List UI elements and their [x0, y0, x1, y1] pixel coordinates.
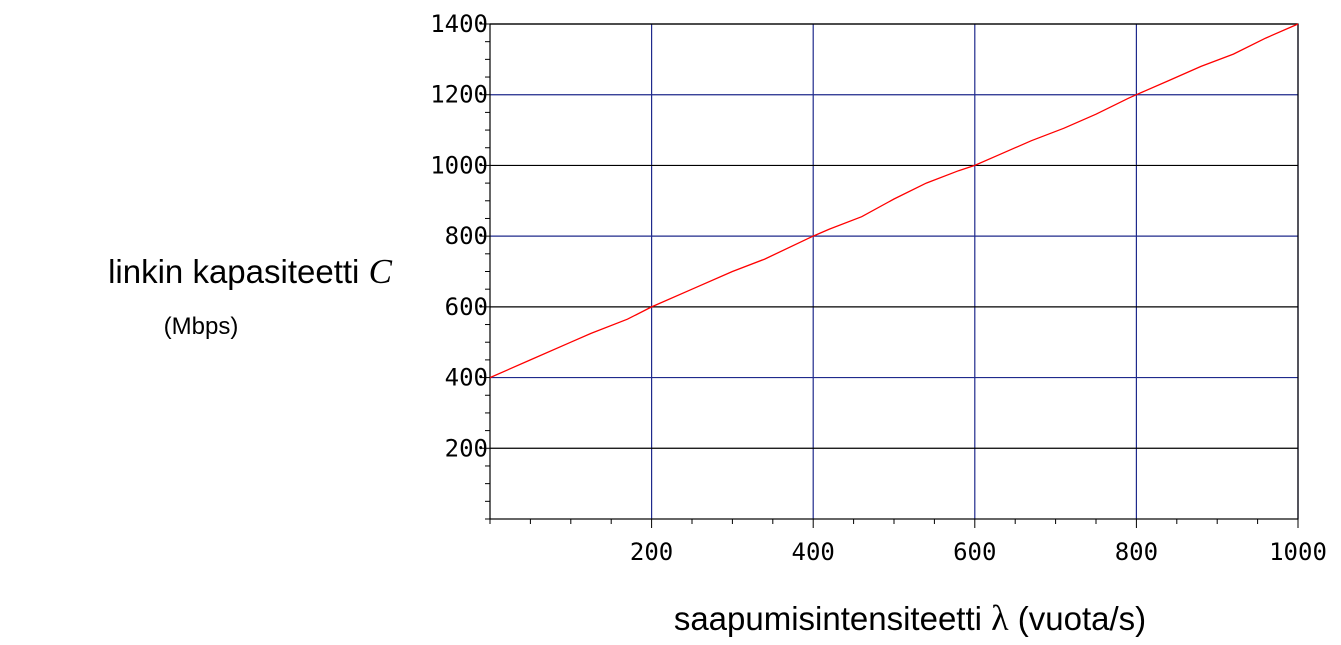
x-tick-label: 1000 [1269, 538, 1327, 566]
y-tick-label: 400 [445, 364, 488, 392]
x-tick-labels: 200 400 600 800 1000 [630, 538, 1327, 566]
x-axis-title-text: saapumisintensiteetti [674, 600, 991, 637]
y-axis-title: linkin kapasiteetti C [108, 252, 392, 291]
x-tick-label: 400 [792, 538, 835, 566]
y-axis-title-text: linkin kapasiteetti [108, 253, 368, 290]
x-tick-label: 200 [630, 538, 673, 566]
axis-ticks [481, 23, 1299, 528]
y-axis-unit: (Mbps) [164, 313, 239, 340]
x-axis-title: saapumisintensiteetti λ (vuota/s) [674, 598, 1146, 638]
series-line-0 [489, 23, 1299, 379]
y-tick-label: 200 [445, 434, 488, 462]
x-axis-lambda-symbol: λ [991, 598, 1009, 638]
y-tick-label: 1000 [430, 151, 488, 179]
x-tick-label: 600 [953, 538, 996, 566]
y-axis-c-symbol: C [369, 252, 393, 291]
y-tick-label: 600 [445, 293, 488, 321]
x-tick-label: 800 [1115, 538, 1158, 566]
plot-frame [489, 23, 1299, 520]
series-layer [489, 23, 1299, 379]
y-tick-labels: 200 400 600 800 1000 1200 1400 [430, 10, 488, 462]
y-tick-label: 1400 [430, 10, 488, 38]
y-tick-label: 800 [445, 222, 488, 250]
y-tick-label: 1200 [430, 81, 488, 109]
grid [490, 23, 1299, 519]
x-axis-title-unit: (vuota/s) [1009, 600, 1147, 637]
